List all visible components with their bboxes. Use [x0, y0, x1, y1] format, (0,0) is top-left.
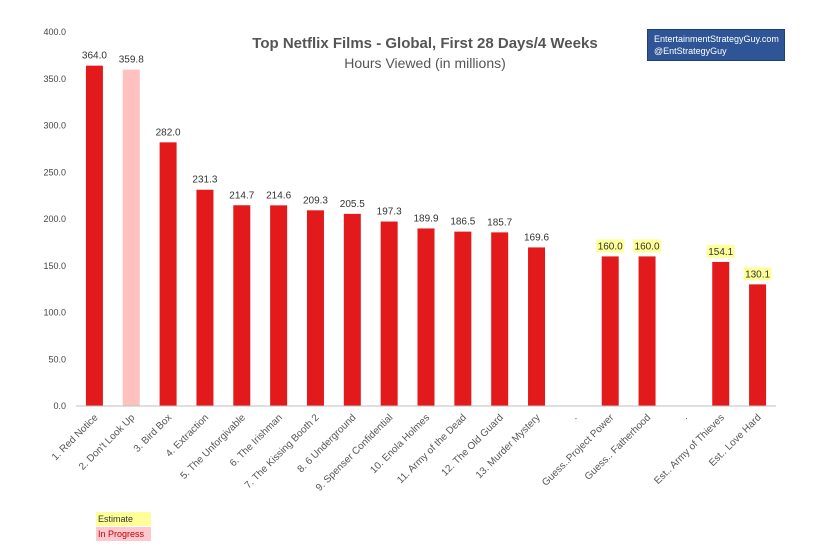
category-label: Est.. Army of Thieves	[652, 412, 726, 486]
bar	[196, 189, 214, 406]
bar	[491, 232, 509, 406]
y-axis: 0.0 50.0 100.0 150.0 200.0 250.0 300.0 350.0 400…	[43, 27, 66, 411]
data-label: 154.1	[708, 247, 733, 258]
branding-box: EntertainmentStrategyGuy.com @EntStrateg…	[647, 29, 785, 61]
data-label: 189.9	[413, 213, 438, 224]
data-label: 214.6	[266, 190, 291, 201]
bar	[528, 247, 546, 406]
bar	[270, 205, 288, 406]
bar	[638, 256, 656, 406]
bar	[85, 65, 103, 406]
bar	[233, 205, 251, 406]
bar	[417, 228, 435, 406]
data-label: 169.6	[524, 232, 549, 243]
chart-title: Top Netflix Films - Global, First 28 Day…	[252, 35, 597, 52]
category-label: Guess..Project Power	[540, 412, 617, 489]
data-label: 231.3	[192, 175, 217, 186]
estimate-label-bg	[706, 244, 735, 258]
legend-in-progress: In Progress	[96, 527, 151, 541]
data-label: 359.8	[119, 55, 144, 66]
branding-website: EntertainmentStrategyGuy.com	[654, 34, 779, 44]
y-tick-label: 400.0	[43, 27, 66, 37]
data-label: 209.3	[303, 195, 328, 206]
bar	[343, 213, 361, 406]
data-label: 214.7	[229, 190, 254, 201]
estimate-label-bg	[743, 267, 772, 281]
branding-handle: @EntStrategyGuy	[654, 46, 727, 56]
estimate-label-bg	[596, 239, 625, 253]
y-tick-label: 0.0	[53, 401, 66, 411]
data-label: 205.5	[340, 199, 365, 210]
bar	[454, 231, 472, 406]
bar	[601, 256, 619, 406]
y-tick-label: 350.0	[43, 74, 66, 84]
legend-estimate: Estimate	[96, 512, 151, 526]
category-label: 12. The Old Guard	[440, 412, 506, 478]
data-label: 282.0	[156, 127, 181, 138]
estimate-label-bg	[633, 239, 662, 253]
bar	[380, 221, 398, 406]
category-label: .	[570, 412, 580, 422]
category-label: 11. Army of the Dead	[395, 412, 469, 486]
data-label: 364.0	[82, 51, 107, 62]
y-tick-label: 150.0	[43, 261, 66, 271]
bar	[306, 210, 324, 406]
category-label: 13. Murder Mystery	[474, 412, 543, 481]
data-label: 130.1	[745, 269, 770, 280]
y-tick-label: 300.0	[43, 121, 66, 131]
data-label: 197.3	[377, 207, 402, 218]
bar	[749, 284, 767, 406]
y-tick-label: 200.0	[43, 214, 66, 224]
category-label: .	[680, 412, 690, 422]
category-label: 5. The Unforgivable	[179, 412, 249, 482]
chart-subtitle: Hours Viewed (in millions)	[344, 55, 506, 71]
category-label: Guess.. Fatherhood	[583, 412, 653, 482]
y-tick-label: 250.0	[43, 167, 66, 177]
data-label: 160.0	[598, 241, 623, 252]
bar	[712, 261, 730, 406]
data-label: 160.0	[635, 241, 660, 252]
data-label: 186.5	[450, 217, 475, 228]
y-tick-label: 100.0	[43, 308, 66, 318]
y-tick-label: 50.0	[48, 354, 66, 364]
bar	[122, 69, 140, 406]
data-label: 185.7	[487, 217, 512, 228]
bar	[159, 142, 177, 406]
bars-group: 364.0 359.8 282.0 231.3 214.7 214.6 209.3 205.5…	[82, 51, 772, 406]
